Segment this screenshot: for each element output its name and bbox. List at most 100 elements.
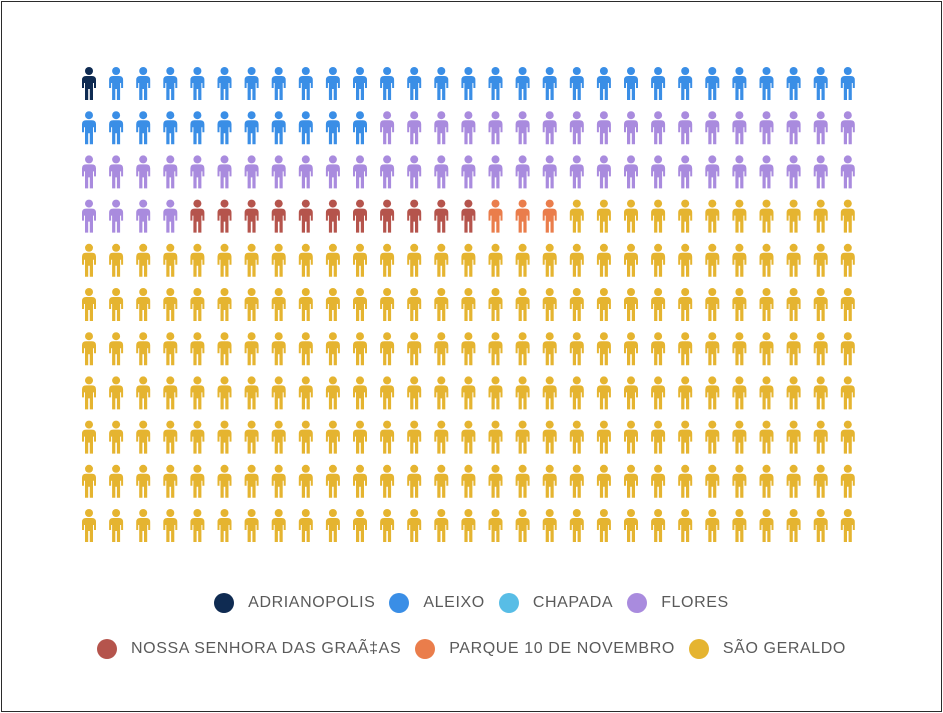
legend-item-sao-geraldo[interactable]: SÃO GERALDO xyxy=(688,639,846,659)
person-body xyxy=(461,341,476,366)
person-icon xyxy=(163,376,178,410)
person-head xyxy=(491,332,500,341)
person-icon xyxy=(82,332,96,366)
person-head xyxy=(789,243,798,252)
legend-item-aleixo[interactable]: ALEIXO xyxy=(389,593,484,613)
person-icon xyxy=(596,111,611,145)
person-body xyxy=(244,297,259,321)
person-head xyxy=(274,332,283,341)
person-body xyxy=(732,429,747,454)
legend-item-adrianopolis[interactable]: ADRIANOPOLIS xyxy=(214,593,375,613)
person-body xyxy=(244,385,259,410)
person-head xyxy=(410,509,419,517)
person-body xyxy=(596,518,611,542)
legend-item-parque-10-de-novembro[interactable]: PARQUE 10 DE NOVEMBRO xyxy=(415,639,675,659)
person-head xyxy=(247,67,256,75)
legend-item-nossa-senhora-das-gracas[interactable]: NOSSA SENHORA DAS GRAÃ‡AS xyxy=(97,639,401,659)
legend-item-chapada[interactable]: CHAPADA xyxy=(498,593,613,613)
person-icon xyxy=(407,199,422,233)
person-icon xyxy=(136,67,151,100)
person-body xyxy=(786,429,801,454)
person-head xyxy=(518,420,527,429)
person-head xyxy=(437,155,446,164)
person-head xyxy=(85,420,93,429)
person-head xyxy=(572,332,581,341)
person-icon xyxy=(759,464,774,498)
person-body xyxy=(434,473,449,498)
person-icon xyxy=(353,67,367,100)
person-body xyxy=(109,429,124,454)
person-icon xyxy=(488,420,503,454)
person-body xyxy=(515,341,530,366)
person-head xyxy=(599,155,608,164)
person-head xyxy=(599,332,608,341)
person-body xyxy=(190,473,205,498)
person-body xyxy=(840,518,855,542)
person-head xyxy=(735,464,744,473)
person-icon xyxy=(434,243,449,277)
person-icon xyxy=(542,464,557,498)
person-head xyxy=(789,420,798,429)
person-body xyxy=(515,518,530,542)
person-body xyxy=(380,208,395,233)
person-head xyxy=(383,67,392,75)
person-icon xyxy=(380,509,395,542)
person-head xyxy=(627,111,635,120)
person-body xyxy=(82,518,96,542)
person-icon xyxy=(434,199,449,233)
person-body xyxy=(271,518,286,542)
person-head xyxy=(572,288,581,296)
person-head xyxy=(545,155,554,164)
person-icon xyxy=(109,376,124,410)
person-head xyxy=(139,199,148,208)
person-head xyxy=(599,420,608,429)
person-icon xyxy=(461,420,476,454)
person-head xyxy=(843,243,852,252)
person-head xyxy=(139,155,148,164)
person-body xyxy=(190,252,205,277)
person-body xyxy=(732,385,747,410)
person-body xyxy=(244,341,259,366)
person-head xyxy=(383,509,392,517)
legend-item-flores[interactable]: FLORES xyxy=(627,593,729,613)
person-icon xyxy=(732,332,747,366)
person-icon xyxy=(190,332,205,366)
person-body xyxy=(542,297,557,321)
person-head xyxy=(654,199,663,208)
person-body xyxy=(813,385,828,410)
person-icon xyxy=(407,420,422,454)
person-icon xyxy=(569,199,584,233)
person-icon xyxy=(380,111,395,145)
person-icon xyxy=(488,111,503,145)
person-icon xyxy=(759,111,774,145)
person-body xyxy=(407,208,422,233)
person-body xyxy=(325,76,340,100)
person-body xyxy=(786,208,801,233)
person-head xyxy=(545,332,554,341)
person-icon xyxy=(271,376,286,410)
person-head xyxy=(708,376,717,385)
person-head xyxy=(383,199,392,208)
person-head xyxy=(220,111,229,120)
person-head xyxy=(545,67,554,75)
person-head xyxy=(356,288,364,296)
person-head xyxy=(518,288,527,296)
person-head xyxy=(356,464,364,473)
person-head xyxy=(356,332,364,341)
person-head xyxy=(274,111,283,120)
person-icon xyxy=(813,464,828,498)
person-icon xyxy=(651,464,666,498)
person-head xyxy=(437,243,446,252)
person-icon xyxy=(353,464,367,498)
person-icon xyxy=(786,243,801,277)
person-body xyxy=(163,76,178,100)
person-body xyxy=(651,385,666,410)
person-head xyxy=(599,111,608,120)
person-body xyxy=(434,341,449,366)
person-body xyxy=(732,208,747,233)
person-icon xyxy=(813,288,828,321)
person-body xyxy=(325,341,340,366)
person-body xyxy=(353,76,367,100)
person-body xyxy=(325,164,340,189)
